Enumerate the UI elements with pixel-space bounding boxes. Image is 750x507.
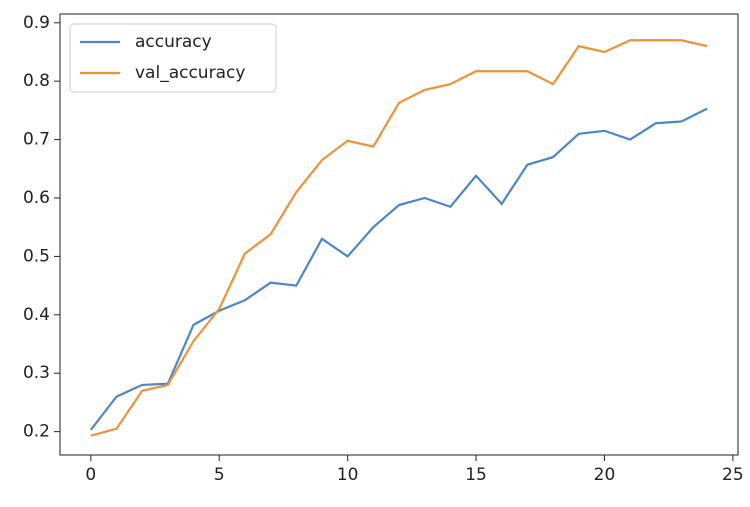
y-tick-label: 0.8 bbox=[23, 71, 50, 91]
x-tick-label: 25 bbox=[722, 465, 744, 485]
y-tick-label: 0.2 bbox=[23, 422, 50, 442]
y-tick-label: 0.4 bbox=[23, 305, 50, 325]
legend-label: val_accuracy bbox=[135, 63, 245, 83]
y-tick-label: 0.6 bbox=[23, 188, 50, 208]
line-series bbox=[90, 39, 708, 437]
x-tick-label: 15 bbox=[465, 465, 487, 485]
line-series bbox=[89, 107, 708, 431]
legend-box bbox=[69, 23, 277, 93]
y-tick-label: 0.3 bbox=[23, 363, 50, 383]
x-tick-label: 10 bbox=[337, 465, 359, 485]
x-tick-label: 20 bbox=[594, 465, 616, 485]
x-tick-label: 0 bbox=[85, 465, 96, 485]
x-tick-label: 5 bbox=[214, 465, 225, 485]
y-tick-label: 0.9 bbox=[23, 13, 50, 33]
y-tick-label: 0.7 bbox=[23, 130, 50, 150]
legend-label: accuracy bbox=[135, 32, 212, 52]
y-tick-label: 0.5 bbox=[23, 246, 50, 266]
